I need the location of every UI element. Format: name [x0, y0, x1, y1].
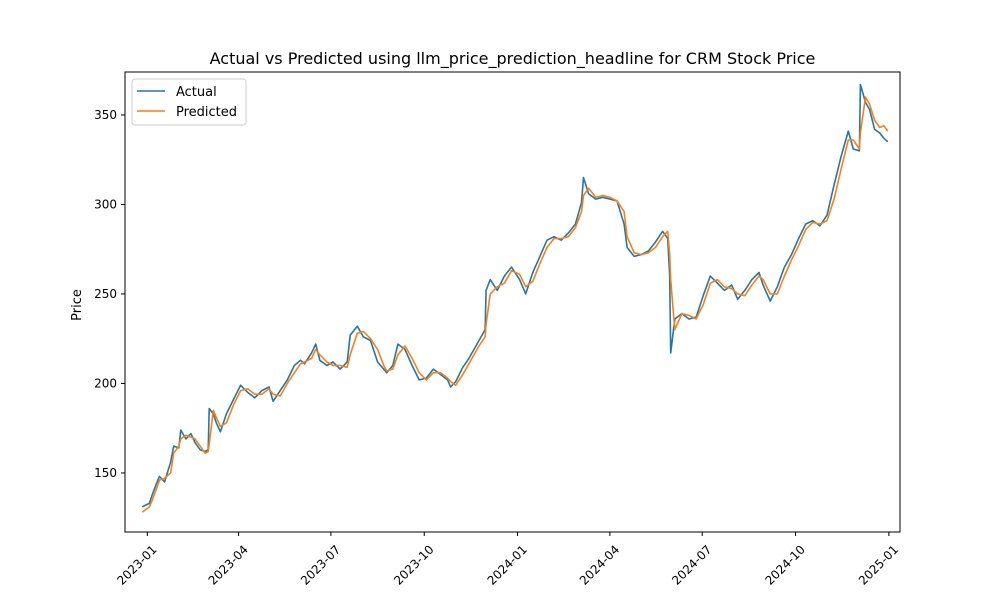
y-tick-label: 350 — [94, 108, 117, 122]
series-layer — [141, 83, 889, 513]
y-tick-label: 200 — [94, 376, 117, 390]
x-tick-label: 2024-04 — [577, 542, 622, 587]
x-axis: 2023-01 2023-04 2023-07 2023-10 2024-01 2024-… — [114, 532, 901, 588]
x-tick-label: 2023-01 — [114, 542, 159, 587]
x-tick-label: 2025-01 — [856, 542, 901, 587]
y-tick-label: 300 — [94, 197, 117, 211]
x-tick-label: 2023-07 — [298, 542, 343, 587]
legend-label-actual: Actual — [176, 85, 217, 100]
legend: Actual Predicted — [131, 78, 247, 126]
y-axis-label: Price — [70, 289, 85, 321]
legend-label-predicted: Predicted — [176, 105, 237, 120]
series-line-predicted — [141, 96, 889, 513]
x-tick-label: 2024-10 — [763, 542, 808, 587]
y-tick-label: 250 — [94, 287, 117, 301]
series-line-actual — [141, 83, 889, 508]
chart-title: Actual vs Predicted using llm_price_pred… — [210, 49, 816, 69]
x-tick-label: 2024-01 — [485, 542, 530, 587]
y-tick-label: 150 — [94, 466, 117, 480]
y-axis: 150 200 250 300 350 — [94, 108, 125, 480]
x-tick-label: 2023-10 — [391, 542, 436, 587]
x-tick-label: 2024-07 — [669, 542, 714, 587]
x-tick-label: 2023-04 — [206, 542, 251, 587]
plot-frame — [124, 71, 901, 533]
